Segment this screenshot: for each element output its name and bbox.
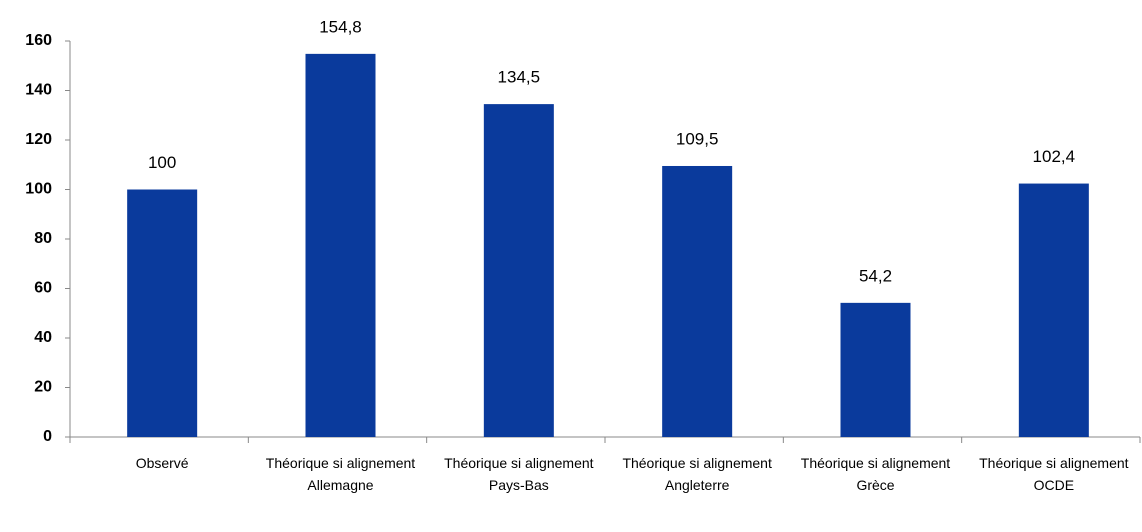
value-label: 154,8	[319, 17, 362, 36]
y-tick-label: 60	[34, 280, 52, 297]
y-tick-label: 40	[34, 329, 52, 346]
bar	[840, 302, 911, 437]
bar	[1018, 183, 1089, 437]
value-label: 109,5	[676, 129, 719, 148]
y-tick-label: 160	[25, 32, 52, 49]
y-tick-label: 20	[34, 379, 52, 396]
y-tick-label: 140	[25, 82, 52, 99]
x-tick-label: Observé	[135, 455, 189, 471]
y-tick-label: 100	[25, 181, 52, 198]
value-label: 54,2	[859, 266, 892, 285]
bar	[662, 165, 733, 438]
value-label: 102,4	[1033, 147, 1076, 166]
x-tick-label: Théorique si alignement Allemagne	[265, 455, 416, 493]
x-tick-label: Théorique si alignement Angleterre	[622, 455, 772, 493]
bar	[483, 104, 554, 438]
value-label: 134,5	[498, 68, 541, 87]
x-tick-label: Théorique si alignement OCDE	[979, 455, 1129, 493]
bar	[127, 189, 198, 437]
y-tick-label: 0	[43, 428, 52, 445]
x-tick-label: Théorique si alignement Pays-Bas	[444, 455, 594, 493]
x-tick-label: Théorique si alignement Grèce	[800, 455, 951, 493]
y-tick-label: 120	[25, 131, 52, 148]
y-tick-label: 80	[34, 230, 52, 247]
value-label: 100	[148, 153, 176, 172]
bar	[305, 53, 376, 438]
